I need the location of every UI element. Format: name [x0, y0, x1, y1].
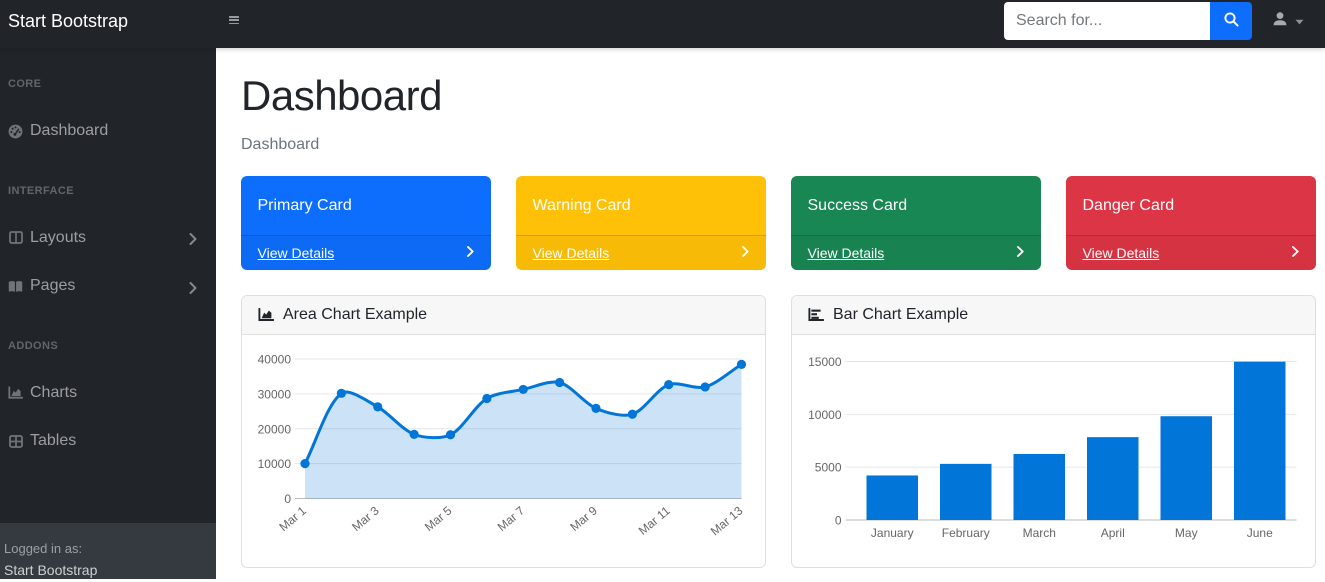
chevron-right-icon: [467, 244, 474, 262]
sidebar-item-tables[interactable]: Tables: [0, 417, 216, 466]
user-dropdown[interactable]: [1272, 0, 1304, 42]
caret-down-icon: [1295, 12, 1304, 30]
view-details-link[interactable]: View Details: [807, 245, 885, 261]
bar-chart-example-card: Bar Chart Example 0 5000 10000 15000 January F…: [791, 295, 1316, 568]
sidebar-heading-core: CORE: [8, 78, 42, 90]
chevron-right-icon: [1017, 244, 1024, 262]
card-title: Danger Card: [1082, 196, 1175, 214]
chart-canvas: 0 10000 20000 30000 40000 Mar 1 Mar 3 Mar 5 Mar …: [242, 335, 765, 567]
card-footer: View Details: [1066, 235, 1316, 270]
sidebar-item-label: Pages: [30, 277, 76, 295]
svg-text:April: April: [1101, 526, 1125, 540]
svg-text:Mar 1: Mar 1: [276, 503, 309, 534]
brand-link[interactable]: Start Bootstrap: [8, 11, 129, 31]
search-form: [1004, 2, 1252, 40]
warning-card[interactable]: Warning Card View Details: [516, 176, 766, 270]
user-icon: [1272, 11, 1288, 32]
search-button[interactable]: [1210, 2, 1252, 40]
sidebar-item-label: Layouts: [30, 228, 87, 246]
svg-text:15000: 15000: [808, 355, 842, 369]
sidebar: CORE Dashboard INTERFACE Layouts Pages AD…: [0, 48, 216, 579]
svg-text:0: 0: [835, 514, 842, 528]
summary-cards-row: Primary Card View Details Warning Card Vie…: [241, 176, 1316, 270]
svg-text:10000: 10000: [808, 408, 842, 422]
svg-text:January: January: [871, 526, 914, 540]
bars-icon: [229, 16, 239, 19]
page-title: Dashboard: [241, 72, 442, 119]
svg-text:0: 0: [284, 492, 291, 506]
svg-text:Mar 5: Mar 5: [422, 503, 455, 534]
primary-card[interactable]: Primary Card View Details: [241, 176, 491, 270]
danger-card[interactable]: Danger Card View Details: [1066, 176, 1316, 270]
chart-card-header: Bar Chart Example: [792, 296, 1315, 335]
chevron-right-icon: [189, 232, 197, 250]
svg-text:Mar 13: Mar 13: [708, 503, 746, 538]
sidebar-item-dashboard[interactable]: Dashboard: [0, 107, 216, 156]
columns-icon: [8, 230, 23, 246]
sidebar-item-label: Dashboard: [30, 122, 109, 140]
chart-card-title: Bar Chart Example: [833, 306, 969, 323]
svg-text:May: May: [1175, 526, 1198, 540]
card-footer: View Details: [516, 235, 766, 270]
chevron-right-icon: [742, 244, 749, 262]
sidebar-menu: CORE Dashboard INTERFACE Layouts Pages AD…: [0, 48, 216, 466]
svg-text:Mar 9: Mar 9: [567, 503, 600, 534]
svg-text:10000: 10000: [258, 457, 292, 471]
card-footer: View Details: [241, 235, 491, 270]
chart-card-header: Area Chart Example: [242, 296, 765, 335]
view-details-link[interactable]: View Details: [257, 245, 335, 261]
main-content: Dashboard Dashboard Primary Card View Det…: [216, 48, 1325, 579]
table-icon: [8, 433, 23, 449]
area-chart-example-card: Area Chart Example 0 10000 20000 30000 40000 M…: [241, 295, 766, 568]
top-navbar: Start Bootstrap: [0, 0, 1325, 48]
view-details-link[interactable]: View Details: [532, 245, 610, 261]
chart-card-title: Area Chart Example: [283, 306, 428, 323]
chart-area-icon: [8, 385, 23, 401]
sidebar-item-pages[interactable]: Pages: [0, 262, 216, 311]
svg-text:Mar 11: Mar 11: [636, 503, 673, 537]
card-title: Success Card: [807, 196, 908, 214]
book-open-icon: [8, 278, 23, 294]
search-icon: [1223, 11, 1240, 31]
svg-text:Mar 3: Mar 3: [349, 503, 382, 534]
sidebar-item-charts[interactable]: Charts: [0, 369, 216, 418]
svg-text:February: February: [942, 526, 990, 540]
chart-canvas: 0 5000 10000 15000 January February March April…: [792, 335, 1315, 567]
chevron-right-icon: [1292, 244, 1299, 262]
sidebar-heading-interface: INTERFACE: [8, 184, 74, 197]
svg-text:40000: 40000: [258, 353, 292, 367]
logged-in-as-label: Logged in as:: [4, 541, 83, 556]
breadcrumb: Dashboard: [241, 136, 320, 153]
chart-bar-icon: [808, 308, 824, 322]
search-input[interactable]: [1004, 2, 1210, 40]
gauge-icon: [8, 123, 23, 139]
svg-text:30000: 30000: [258, 387, 292, 401]
success-card[interactable]: Success Card View Details: [791, 176, 1041, 270]
svg-text:March: March: [1023, 526, 1056, 540]
svg-text:Mar 7: Mar 7: [495, 503, 528, 534]
card-title: Warning Card: [532, 196, 631, 214]
chart-area-icon: [258, 308, 274, 322]
sidebar-item-layouts[interactable]: Layouts: [0, 214, 216, 263]
sidebar-toggle-button[interactable]: [224, 16, 244, 26]
sidebar-heading-addons: ADDONS: [8, 339, 59, 352]
svg-text:June: June: [1247, 526, 1273, 540]
sidebar-item-label: Charts: [30, 383, 78, 401]
sidebar-item-label: Tables: [30, 432, 77, 450]
sidebar-footer: Logged in as: Start Bootstrap: [0, 523, 216, 579]
svg-text:5000: 5000: [815, 461, 842, 475]
view-details-link[interactable]: View Details: [1082, 245, 1160, 261]
chevron-right-icon: [189, 281, 197, 299]
svg-text:20000: 20000: [258, 422, 292, 436]
charts-row: Area Chart Example 0 10000 20000 30000 40000 M…: [241, 295, 1316, 568]
card-footer: View Details: [791, 235, 1041, 270]
logged-in-user: Start Bootstrap: [4, 562, 98, 578]
card-title: Primary Card: [257, 196, 352, 214]
